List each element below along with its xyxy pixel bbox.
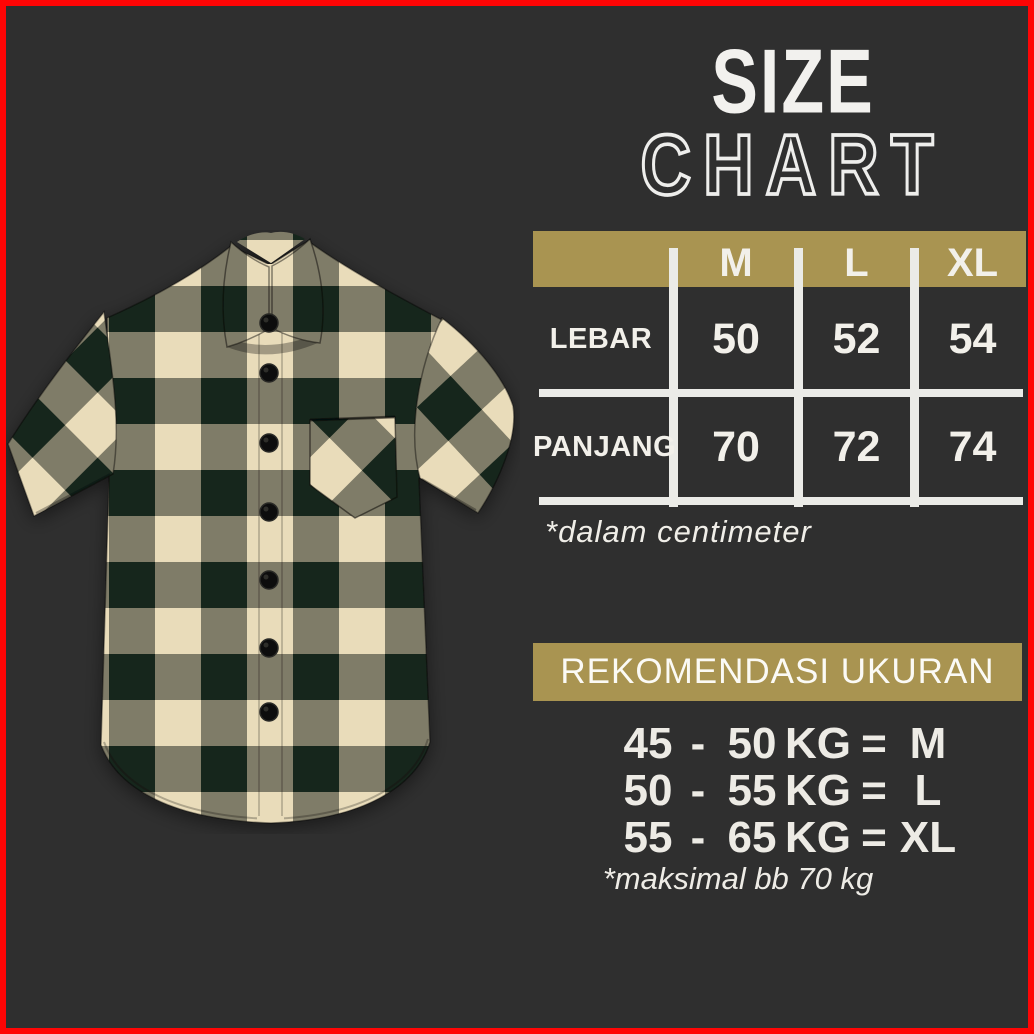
weight-max: 65: [727, 813, 777, 862]
cell-lebar-xl: 54: [948, 315, 997, 363]
size-table: M L XL LEBAR 50 52 54 PANJANG 70 72 74: [533, 231, 1026, 516]
table-header-band: [533, 231, 1026, 287]
cell-panjang-l: 72: [832, 423, 881, 471]
col-header-xl: XL: [946, 241, 999, 285]
recommendation-note: *maksimal bb 70 kg: [602, 861, 874, 896]
equals-sign: =: [861, 766, 887, 815]
weight-max: 55: [727, 766, 777, 815]
recommendation-row: 50 - 55 KG = L: [620, 767, 960, 814]
table-vertical-line: [910, 248, 919, 507]
weight-min: 50: [623, 766, 673, 815]
table-horizontal-line: [539, 389, 1023, 397]
weight-unit: KG: [785, 813, 851, 862]
shirt-sleeve-left: [7, 310, 117, 518]
table-horizontal-line: [539, 497, 1023, 505]
row-label-panjang: PANJANG: [533, 431, 677, 463]
shirt-placket: [257, 264, 284, 821]
shirt-buttons: [259, 313, 279, 722]
range-dash: -: [690, 813, 706, 862]
recommendation-row: 55 - 65 KG = XL: [620, 814, 960, 861]
weight-min: 55: [623, 813, 673, 862]
cell-panjang-xl: 74: [948, 423, 997, 471]
shirt-pocket: [309, 415, 398, 519]
recommendation-list: 45 - 50 KG = M 50 - 55 KG = L 55 - 65 KG…: [620, 720, 960, 861]
plaid-shirt-photo: [7, 231, 515, 824]
table-unit-note: *dalam centimeter: [545, 514, 812, 549]
size-value: L: [914, 766, 942, 815]
cell-lebar-m: 50: [712, 315, 760, 363]
col-header-l: L: [844, 241, 869, 285]
cell-lebar-l: 52: [832, 315, 881, 363]
size-value: XL: [899, 813, 957, 862]
recommendation-row: 45 - 50 KG = M: [620, 720, 960, 767]
equals-sign: =: [861, 813, 887, 862]
page-title-size: SIZE: [711, 30, 875, 133]
cell-panjang-m: 70: [712, 423, 760, 471]
weight-unit: KG: [785, 719, 851, 768]
range-dash: -: [690, 766, 706, 815]
page-title-chart: CHART: [639, 117, 946, 213]
table-vertical-line: [669, 248, 678, 507]
col-header-m: M: [719, 241, 753, 285]
shirt-collar: [222, 231, 324, 355]
range-dash: -: [690, 719, 706, 768]
weight-max: 50: [727, 719, 777, 768]
shirt-sleeve-right: [413, 316, 515, 515]
weight-unit: KG: [785, 766, 851, 815]
size-value: M: [909, 719, 947, 768]
weight-min: 45: [623, 719, 673, 768]
recommendation-banner: REKOMENDASI UKURAN: [533, 643, 1022, 701]
equals-sign: =: [861, 719, 887, 768]
table-vertical-line: [794, 248, 803, 507]
row-label-lebar: LEBAR: [549, 323, 653, 355]
